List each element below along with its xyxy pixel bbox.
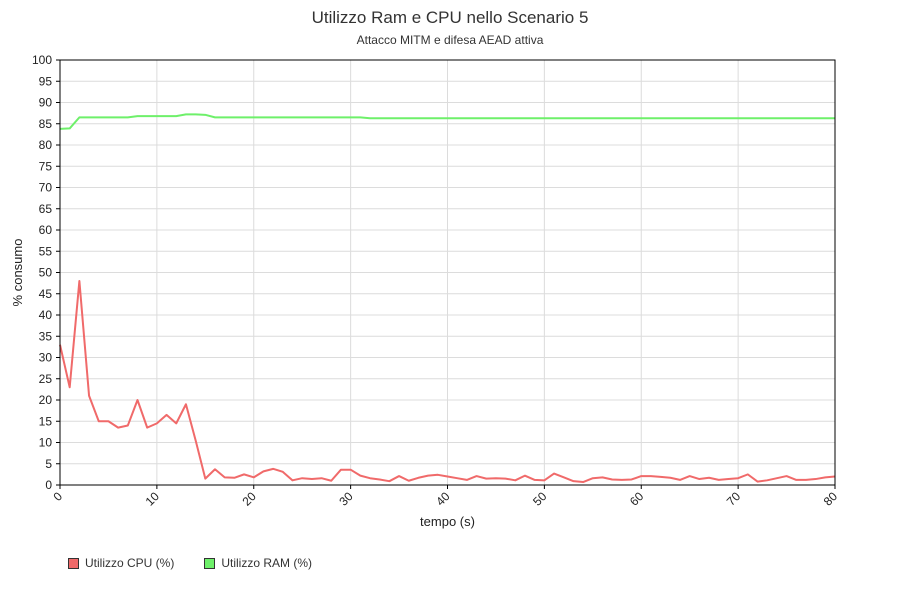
y-tick-label: 50	[39, 266, 53, 280]
y-tick-label: 65	[39, 202, 53, 216]
x-tick-label: 30	[336, 489, 356, 509]
y-tick-label: 15	[39, 414, 53, 428]
series-line-cpu	[59, 280, 836, 484]
y-tick-label: 85	[39, 117, 53, 131]
legend-label-ram: Utilizzo RAM (%)	[221, 556, 313, 570]
y-tick-label: 90	[39, 96, 53, 110]
y-tick-label: 80	[39, 138, 53, 152]
y-tick-label: 30	[39, 351, 53, 365]
x-tick-label: 0	[50, 489, 65, 504]
y-tick-label: 55	[39, 244, 53, 258]
series-layer	[59, 113, 836, 484]
x-tick-label: 60	[627, 489, 647, 509]
y-tick-label: 40	[39, 308, 53, 322]
x-tick-label: 40	[433, 489, 453, 509]
y-tick-label: 10	[39, 436, 53, 450]
y-tick-label: 70	[39, 181, 53, 195]
y-tick-label: 75	[39, 159, 53, 173]
y-tick-label: 95	[39, 74, 53, 88]
legend-swatch-cpu	[68, 557, 79, 569]
y-tick-label: 0	[45, 478, 52, 492]
y-tick-label: 20	[39, 393, 53, 407]
x-tick-label: 10	[143, 489, 163, 509]
legend-swatch-ram	[204, 557, 216, 569]
x-tick-label: 70	[724, 489, 744, 509]
x-axis-label: tempo (s)	[420, 514, 475, 529]
y-tick-label: 100	[32, 53, 52, 67]
y-axis-label: % consumo	[10, 239, 25, 307]
legend: Utilizzo CPU (%) Utilizzo RAM (%)	[68, 556, 312, 570]
chart-title: Utilizzo Ram e CPU nello Scenario 5	[311, 8, 589, 27]
y-tick-label: 60	[39, 223, 53, 237]
grid	[60, 60, 835, 485]
y-tick-label: 35	[39, 329, 53, 343]
series-line-ram	[59, 113, 835, 130]
legend-item-cpu[interactable]: Utilizzo CPU (%)	[68, 556, 174, 570]
ticks: 0 5 10 15 20 25 30 35 40 45 50 55 60 65 70 75 80 85 90 95 10…	[32, 53, 840, 509]
y-tick-label: 45	[39, 287, 53, 301]
chart-subtitle: Attacco MITM e difesa AEAD attiva	[356, 33, 544, 47]
legend-label-cpu: Utilizzo CPU (%)	[85, 556, 175, 570]
y-tick-label: 25	[39, 372, 53, 386]
x-tick-label: 20	[240, 489, 260, 509]
legend-item-ram[interactable]: Utilizzo RAM (%)	[204, 556, 312, 570]
y-tick-label: 5	[45, 457, 52, 471]
x-tick-label: 80	[821, 489, 841, 509]
x-tick-label: 50	[530, 489, 550, 509]
